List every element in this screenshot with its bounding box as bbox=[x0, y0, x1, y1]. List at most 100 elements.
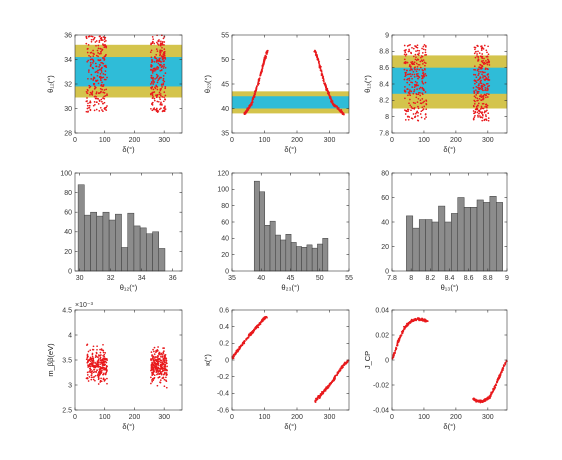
point bbox=[314, 401, 317, 403]
y-tick-label: 8.2 bbox=[379, 98, 389, 105]
point bbox=[316, 54, 318, 56]
point bbox=[480, 86, 483, 88]
point bbox=[479, 63, 481, 66]
point bbox=[102, 373, 104, 376]
point bbox=[482, 76, 484, 79]
point bbox=[476, 99, 478, 102]
point bbox=[91, 370, 94, 372]
point bbox=[477, 58, 480, 60]
point bbox=[423, 89, 425, 91]
point bbox=[413, 73, 416, 76]
point bbox=[415, 93, 418, 95]
point bbox=[102, 102, 104, 105]
point bbox=[154, 87, 157, 90]
point bbox=[416, 101, 419, 103]
point bbox=[150, 61, 153, 63]
point bbox=[155, 365, 157, 367]
point bbox=[487, 73, 489, 75]
point bbox=[160, 55, 163, 57]
point bbox=[92, 360, 95, 362]
point bbox=[95, 371, 98, 373]
point bbox=[99, 77, 102, 80]
point bbox=[329, 383, 331, 385]
point bbox=[408, 50, 411, 52]
x-axis-label: δ(°) bbox=[284, 145, 297, 154]
point bbox=[157, 371, 159, 373]
point bbox=[482, 102, 485, 105]
point bbox=[421, 72, 424, 75]
point bbox=[97, 44, 100, 47]
bar-13 bbox=[489, 196, 497, 272]
point bbox=[476, 108, 479, 111]
point bbox=[155, 356, 157, 358]
point bbox=[164, 98, 166, 100]
point bbox=[104, 64, 107, 67]
point bbox=[336, 108, 339, 110]
point bbox=[163, 361, 166, 364]
point bbox=[479, 115, 481, 117]
point bbox=[152, 379, 155, 382]
point bbox=[415, 111, 418, 114]
y-tick-label: 35 bbox=[221, 130, 229, 137]
bar-3 bbox=[269, 220, 276, 272]
point bbox=[410, 65, 412, 68]
point bbox=[93, 376, 96, 378]
point bbox=[412, 101, 415, 104]
point bbox=[104, 357, 106, 360]
point bbox=[423, 44, 426, 46]
point bbox=[153, 353, 156, 355]
point bbox=[98, 66, 100, 68]
point bbox=[92, 62, 94, 64]
axes-box bbox=[74, 172, 183, 272]
y-axis-label: θ₁₂(°) bbox=[46, 75, 55, 93]
point bbox=[499, 373, 501, 376]
point bbox=[476, 90, 479, 93]
point bbox=[158, 91, 161, 94]
point bbox=[420, 116, 423, 119]
point bbox=[103, 44, 106, 47]
point bbox=[102, 97, 104, 99]
point bbox=[477, 74, 480, 77]
point bbox=[476, 97, 479, 100]
point bbox=[249, 104, 251, 106]
point bbox=[477, 60, 479, 62]
point bbox=[97, 52, 99, 54]
point bbox=[317, 57, 319, 60]
point bbox=[164, 367, 167, 369]
point bbox=[157, 364, 160, 366]
point bbox=[103, 65, 106, 67]
point bbox=[106, 377, 108, 380]
point bbox=[406, 81, 409, 84]
point bbox=[103, 36, 106, 39]
point bbox=[101, 39, 104, 41]
point bbox=[417, 93, 420, 96]
point bbox=[414, 102, 416, 105]
point bbox=[156, 349, 159, 351]
point bbox=[103, 78, 106, 81]
point bbox=[162, 363, 165, 365]
point bbox=[104, 70, 107, 72]
point bbox=[411, 81, 414, 84]
point bbox=[153, 357, 156, 359]
point bbox=[91, 372, 93, 375]
point bbox=[261, 67, 264, 70]
bar-5 bbox=[108, 219, 116, 272]
point bbox=[158, 367, 161, 370]
x-tick-label: 200 bbox=[291, 137, 303, 144]
bar-2 bbox=[90, 211, 97, 272]
point bbox=[404, 54, 407, 57]
point bbox=[150, 56, 153, 59]
point bbox=[96, 74, 99, 77]
point bbox=[409, 43, 411, 46]
point bbox=[319, 64, 321, 67]
point bbox=[249, 332, 252, 335]
point bbox=[164, 353, 167, 356]
bar-1 bbox=[84, 214, 91, 272]
point bbox=[258, 79, 261, 82]
point bbox=[485, 60, 487, 62]
x-tick-label: 0 bbox=[73, 414, 77, 421]
point bbox=[159, 57, 161, 60]
point bbox=[413, 89, 416, 91]
point bbox=[423, 61, 426, 64]
point bbox=[410, 117, 413, 120]
